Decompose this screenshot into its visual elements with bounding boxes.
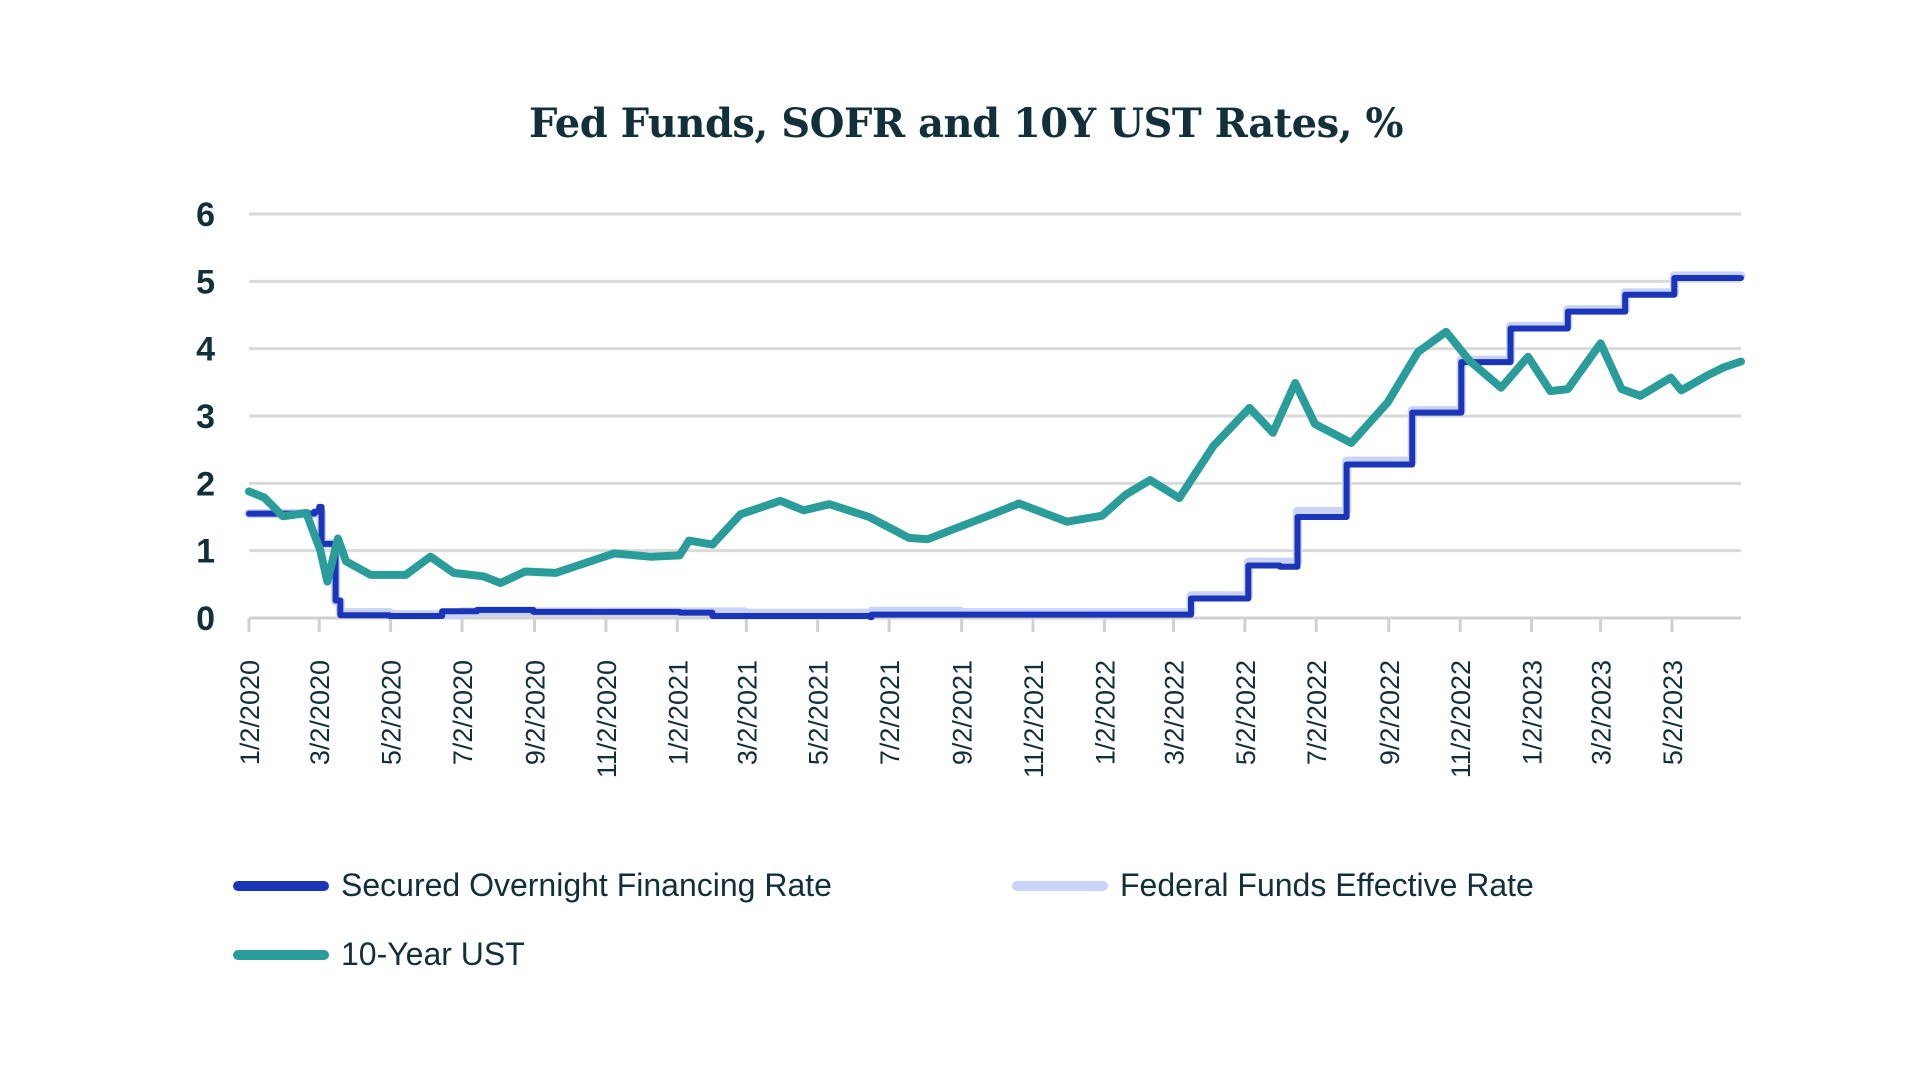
y-axis-ticks: 0 1 2 3 4 5 6 — [196, 196, 215, 638]
x-tick-label: 7/2/2021 — [875, 660, 905, 765]
legend-label-ust10y: 10-Year UST — [341, 936, 525, 972]
y-tick-label: 1 — [196, 533, 215, 571]
legend-swatch-sofr — [233, 880, 329, 891]
x-tick-label: 7/2/2022 — [1302, 660, 1332, 765]
chart-title: Fed Funds, SOFR and 10Y UST Rates, % — [529, 100, 1403, 147]
legend-label-sofr: Secured Overnight Financing Rate — [341, 867, 832, 903]
x-tick-label: 3/2/2023 — [1587, 660, 1617, 765]
y-tick-label: 3 — [196, 398, 215, 436]
x-tick-label: 9/2/2020 — [521, 660, 551, 765]
x-tick-label: 1/2/2020 — [235, 660, 265, 765]
x-tick-label: 5/2/2023 — [1658, 660, 1688, 765]
x-axis: 1/2/2020 3/2/2020 5/2/2020 7/2/2020 9/2/2020… — [235, 616, 1741, 778]
x-tick-label: 5/2/2021 — [804, 660, 834, 765]
x-tick-label: 5/2/2022 — [1231, 660, 1261, 765]
x-tick-label: 1/2/2023 — [1518, 660, 1548, 765]
y-tick-label: 2 — [196, 465, 215, 503]
legend-item-ffer: Federal Funds Effective Rate — [1012, 867, 1534, 904]
y-tick-label: 4 — [196, 331, 215, 369]
y-tick-label: 5 — [196, 263, 215, 301]
x-tick-label: 9/2/2022 — [1375, 660, 1405, 765]
x-tick-label: 3/2/2021 — [732, 660, 762, 765]
x-tick-label: 11/2/2020 — [592, 660, 622, 778]
y-tick-label: 0 — [196, 600, 215, 638]
legend-swatch-ffer — [1012, 880, 1108, 891]
legend-label-ffer: Federal Funds Effective Rate — [1120, 867, 1534, 903]
x-tick-label: 9/2/2021 — [948, 660, 978, 765]
legend-item-ust10y: 10-Year UST — [233, 936, 525, 973]
x-tick-label: 3/2/2020 — [305, 660, 335, 765]
x-tick-label: 11/2/2021 — [1019, 660, 1049, 778]
x-tick-label: 1/2/2021 — [663, 660, 693, 765]
x-tick-label: 5/2/2020 — [377, 660, 407, 765]
series-lines — [244, 271, 1746, 621]
legend-swatch-ust10y — [233, 949, 329, 960]
legend-item-sofr: Secured Overnight Financing Rate — [233, 867, 832, 904]
x-tick-label: 7/2/2020 — [448, 660, 478, 765]
x-tick-label: 3/2/2022 — [1159, 660, 1189, 765]
x-tick-label: 11/2/2022 — [1446, 660, 1476, 778]
series-line-sofr — [246, 275, 1744, 621]
x-tick-label: 1/2/2022 — [1090, 660, 1120, 765]
series-line-ust10y — [245, 327, 1745, 587]
gridlines — [249, 212, 1741, 620]
y-tick-label: 6 — [196, 196, 215, 234]
